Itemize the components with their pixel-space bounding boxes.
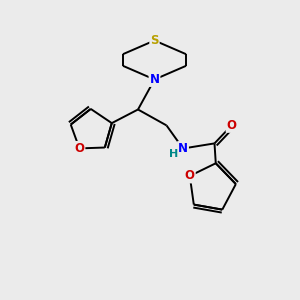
Text: O: O [226,119,237,132]
Text: H: H [169,149,178,159]
Text: N: N [178,142,188,155]
Text: O: O [74,142,84,155]
Text: S: S [150,34,159,47]
Text: O: O [185,169,195,182]
Text: N: N [149,73,160,86]
